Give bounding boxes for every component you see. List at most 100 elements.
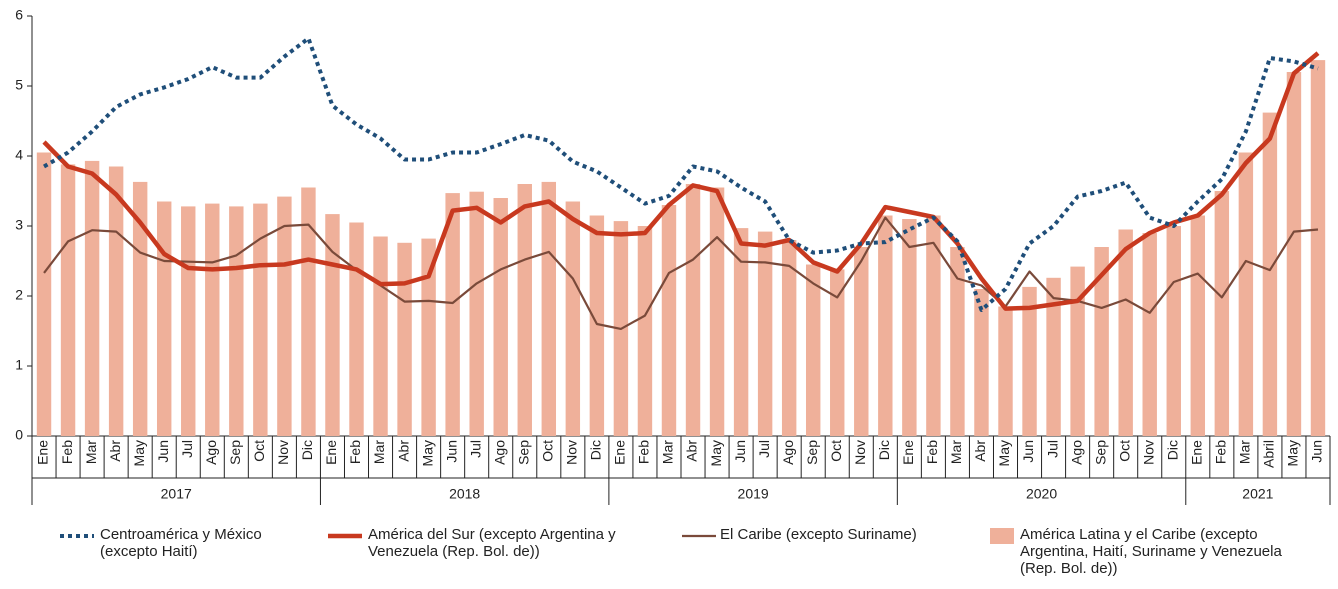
x-tick-label: Abr	[972, 440, 988, 462]
legend-label: América del Sur (excepto Argentina y Ven…	[368, 526, 616, 560]
x-tick-label: Oct	[539, 440, 555, 462]
bar	[805, 264, 821, 436]
y-tick-label: 3	[15, 217, 23, 233]
bar	[1094, 247, 1109, 436]
x-tick-label: May	[708, 440, 724, 466]
x-tick-label: Ago	[780, 440, 796, 465]
bar	[998, 306, 1013, 436]
bar	[1190, 215, 1206, 436]
bar	[1286, 72, 1302, 436]
bar	[974, 289, 989, 436]
x-tick-label: Dic	[876, 440, 892, 460]
bar	[1142, 233, 1157, 436]
bar	[709, 187, 725, 436]
x-tick-label: Sep	[515, 440, 531, 465]
x-tick-label: Abril	[1261, 440, 1277, 468]
x-tick-label: Ago	[203, 440, 219, 465]
x-tick-label: Abr	[684, 440, 700, 462]
x-tick-label: Nov	[564, 440, 580, 465]
x-tick-label: Ene	[1188, 440, 1204, 465]
bar	[181, 206, 196, 436]
y-tick-label: 2	[15, 287, 23, 303]
bar	[1046, 277, 1061, 436]
bar	[781, 240, 797, 436]
x-tick-label: Sep	[804, 440, 820, 465]
bar	[1238, 152, 1254, 436]
bar	[132, 181, 148, 436]
bar	[565, 201, 581, 436]
x-tick-label: Nov	[275, 440, 291, 465]
x-tick-label: Jul	[179, 440, 195, 458]
x-tick-label: Mar	[371, 440, 387, 464]
bar	[1310, 60, 1326, 436]
x-tick-label: Feb	[636, 440, 652, 464]
bar	[757, 231, 773, 436]
y-tick-label: 1	[15, 357, 23, 373]
bar	[325, 214, 340, 436]
bar	[253, 203, 268, 436]
x-tick-label: Jul	[756, 440, 772, 458]
x-tick-label: Jun	[732, 440, 748, 463]
x-tick-label: Feb	[1213, 440, 1229, 464]
bar	[1214, 191, 1230, 436]
legend-swatch	[990, 528, 1014, 544]
x-tick-label: May	[131, 440, 147, 466]
x-tick-label: Mar	[948, 440, 964, 464]
bar	[902, 219, 917, 436]
bar	[589, 215, 605, 436]
x-tick-label: Ago	[491, 440, 507, 465]
legend-label: América Latina y el Caribe (excepto Arge…	[1020, 526, 1282, 577]
x-tick-label: Nov	[1140, 440, 1156, 465]
bar	[830, 269, 845, 436]
bar	[205, 203, 220, 436]
x-tick-label: Dic	[299, 440, 315, 460]
x-tick-label: Dic	[1164, 440, 1180, 460]
bar	[397, 242, 412, 436]
x-tick-label: Abr	[395, 440, 411, 462]
group-label: 2020	[1026, 486, 1057, 502]
bar	[36, 152, 52, 436]
bar	[108, 166, 124, 436]
x-tick-label: Feb	[347, 440, 363, 464]
legend-label: El Caribe (excepto Suriname)	[720, 526, 917, 543]
x-tick-label: Jun	[1309, 440, 1325, 463]
group-label: 2018	[449, 486, 480, 502]
bar	[301, 187, 316, 436]
bar	[156, 201, 172, 436]
x-tick-label: Jun	[443, 440, 459, 463]
x-tick-label: Jun	[155, 440, 171, 463]
bar	[1118, 229, 1133, 436]
x-tick-label: Oct	[251, 440, 267, 462]
x-tick-label: Abr	[107, 440, 123, 462]
bar	[229, 206, 244, 436]
bar	[349, 222, 364, 436]
x-tick-label: Mar	[83, 440, 99, 464]
group-label: 2019	[738, 486, 769, 502]
bar	[373, 236, 388, 436]
x-tick-label: May	[419, 440, 435, 466]
x-tick-label: May	[996, 440, 1012, 466]
y-tick-label: 6	[15, 7, 23, 23]
x-tick-label: Jun	[1020, 440, 1036, 463]
x-tick-label: Ene	[323, 440, 339, 465]
bar	[661, 205, 677, 436]
y-tick-label: 0	[15, 427, 23, 443]
bar	[1166, 226, 1181, 436]
y-tick-label: 4	[15, 147, 23, 163]
group-label: 2017	[161, 486, 192, 502]
x-tick-label: Ago	[1068, 440, 1084, 465]
x-tick-label: Jul	[467, 440, 483, 458]
x-tick-label: Oct	[1116, 440, 1132, 462]
bar	[541, 181, 557, 436]
bar	[277, 196, 292, 436]
bar	[445, 193, 460, 436]
x-tick-label: Nov	[852, 440, 868, 465]
line-thick	[42, 51, 1320, 311]
x-tick-label: Sep	[1092, 440, 1108, 465]
x-tick-label: Mar	[1237, 440, 1253, 464]
bar	[637, 226, 653, 436]
x-tick-label: May	[1285, 440, 1301, 466]
x-tick-label: Ene	[35, 440, 51, 465]
